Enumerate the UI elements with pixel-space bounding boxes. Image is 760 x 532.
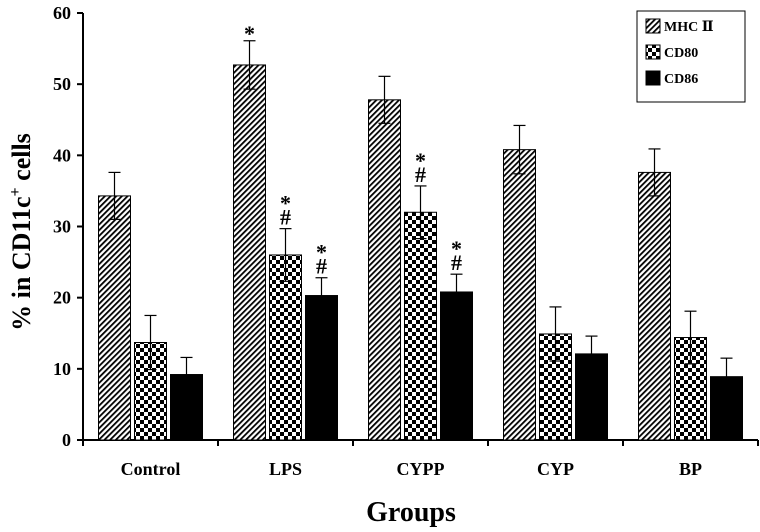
bar: [404, 211, 437, 441]
significance-mark: *: [316, 240, 327, 265]
legend-label: CD80: [664, 46, 698, 61]
y-ticks: 0 10 20 30 40 50 60: [53, 3, 83, 450]
bar: [368, 99, 401, 441]
y-tick-label: 40: [53, 145, 71, 165]
significance-mark: #: [280, 205, 291, 230]
bars: [98, 40, 743, 441]
y-tick-label: 30: [53, 217, 71, 237]
svg-text:% in CD11c+ cells: % in CD11c+ cells: [7, 133, 36, 331]
significance-mark: *: [280, 191, 291, 216]
legend-swatch: [645, 18, 661, 34]
legend-label: CD86: [664, 72, 698, 87]
y-axis-title-main: % in CD11c: [7, 196, 36, 330]
significance-mark: #: [415, 162, 426, 187]
significance-mark: *: [415, 148, 426, 173]
significance-mark: #: [316, 254, 327, 279]
y-tick-label: 60: [53, 3, 71, 23]
x-tick-label: CYP: [537, 459, 574, 479]
bar: [503, 149, 536, 441]
y-axis-title-tail: cells: [7, 133, 36, 187]
y-tick-label: 20: [53, 288, 71, 308]
significance-mark: *: [244, 21, 255, 46]
legend-swatch: [645, 70, 661, 86]
x-tick-label: BP: [679, 459, 702, 479]
bar: [98, 195, 131, 441]
significance-mark: *: [451, 236, 462, 261]
significance-annotations: *#*#*#*#*: [244, 21, 462, 279]
x-tick-label: LPS: [269, 459, 302, 479]
legend: MHC Ⅱ CD80 CD86: [636, 10, 746, 103]
legend-swatch: [645, 44, 661, 60]
x-tick-label: CYPP: [397, 459, 445, 479]
y-tick-label: 0: [62, 430, 71, 450]
bar: [233, 64, 266, 441]
y-axis-title-superscript: +: [7, 187, 24, 196]
y-axis-title: % in CD11c+ cells: [7, 133, 36, 331]
y-tick-label: 10: [53, 359, 71, 379]
bar: [269, 254, 302, 441]
significance-mark: #: [451, 250, 462, 275]
x-axis-title: Groups: [366, 497, 456, 528]
y-tick-label: 50: [53, 74, 71, 94]
bar: [638, 171, 671, 441]
x-tick-label: Control: [121, 459, 181, 479]
bar: [305, 295, 338, 441]
x-tick-labels: Control LPS CYPP CYP BP: [121, 459, 702, 479]
bar: [440, 291, 473, 441]
legend-label: MHC Ⅱ: [664, 20, 714, 35]
